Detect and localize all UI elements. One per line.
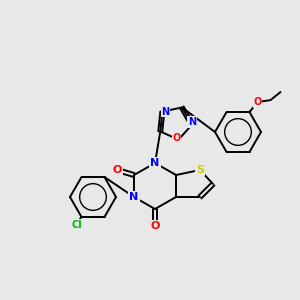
Text: N: N (150, 158, 160, 168)
Text: O: O (254, 97, 262, 107)
Text: S: S (196, 165, 204, 175)
Text: O: O (150, 221, 160, 231)
Text: N: N (129, 192, 139, 202)
Text: N: N (188, 117, 196, 127)
Text: O: O (112, 165, 122, 175)
Text: N: N (161, 106, 169, 117)
Text: Cl: Cl (71, 220, 82, 230)
Text: O: O (172, 133, 181, 142)
